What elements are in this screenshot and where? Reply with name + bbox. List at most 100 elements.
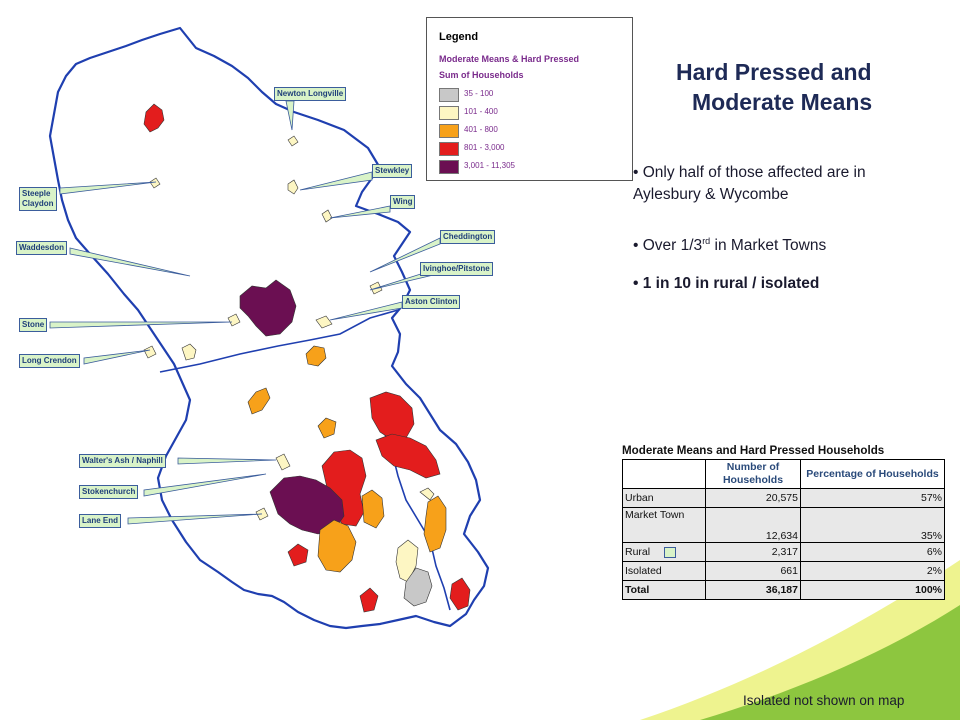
- rural-swatch-icon: [664, 546, 677, 558]
- bullet-item-1: • Only half of those affected are in Ayl…: [633, 162, 866, 206]
- row-percentage: 100%: [800, 580, 945, 600]
- bullet-2-post: in Market Towns: [710, 237, 827, 255]
- settlement-area: [305, 345, 327, 367]
- row-label: Isolated: [622, 561, 706, 581]
- callout-steeple-claydon-line2: Claydon: [22, 199, 54, 208]
- legend-swatch: [439, 160, 459, 174]
- settlement-area: [239, 279, 297, 337]
- settlement-area: [287, 543, 309, 567]
- legend-class-label: 35 - 100: [464, 89, 494, 98]
- footnote: Isolated not shown on map: [743, 693, 905, 708]
- settlement-area: [269, 475, 345, 535]
- district-boundary: [159, 309, 399, 373]
- settlement-area: [449, 577, 471, 611]
- table-row: Urban 20,575 57%: [622, 488, 945, 508]
- legend-class-label: 3,001 - 11,305: [464, 161, 516, 170]
- callout-walters-ash-naphill: Walter's Ash / Naphill: [79, 454, 166, 468]
- settlement-area: [403, 567, 433, 607]
- row-label: Urban: [622, 488, 706, 508]
- slide-title-line1: Hard Pressed and: [676, 59, 872, 85]
- legend-class-label: 401 - 800: [464, 125, 498, 134]
- map-legend: Legend Moderate Means & Hard Pressed Sum…: [426, 17, 633, 181]
- bullet-item-3: • 1 in 10 in rural / isolated: [633, 273, 819, 295]
- callout-leaders: [49, 100, 447, 525]
- table-total-row: Total 36,187 100%: [622, 580, 945, 600]
- row-label: Market Town: [622, 507, 706, 543]
- legend-swatch: [439, 106, 459, 120]
- row-label: Total: [622, 580, 706, 600]
- callout-ivinghoe-pitstone: Ivinghoe/Pitstone: [420, 262, 493, 276]
- row-label-rural: Rural: [622, 542, 706, 562]
- bullet-1-line1: • Only half of those affected are in: [633, 164, 866, 181]
- callout-wing: Wing: [390, 195, 416, 209]
- table-header-percentage: Percentage of Households: [800, 459, 945, 489]
- settlement-area: [143, 345, 157, 359]
- callout-steeple-claydon-line1: Steeple: [22, 189, 51, 198]
- callout-steeple-claydon: Steeple Claydon: [19, 187, 57, 211]
- households-table: Moderate Means and Hard Pressed Househol…: [622, 444, 946, 600]
- settlement-area: [227, 313, 241, 327]
- settlement-area: [315, 315, 333, 329]
- decorative-swoosh-green: [700, 605, 960, 720]
- table-row: Isolated 661 2%: [622, 561, 945, 581]
- settlement-area: [375, 433, 441, 479]
- slide-title: Hard Pressed and Moderate Means: [676, 57, 872, 117]
- callout-cheddington: Cheddington: [440, 230, 496, 244]
- callout-long-crendon: Long Crendon: [19, 354, 80, 368]
- settlement-area: [149, 177, 161, 189]
- data-table: Number of Households Percentage of House…: [622, 459, 945, 600]
- settlement-area: [369, 391, 415, 441]
- table-header-blank: [622, 459, 706, 489]
- row-percentage: 2%: [800, 561, 945, 581]
- callout-stone: Stone: [19, 318, 48, 332]
- row-households: 2,317: [705, 542, 801, 562]
- row-percentage: 6%: [800, 542, 945, 562]
- legend-swatch: [439, 88, 459, 102]
- settlement-area: [321, 209, 333, 223]
- row-label: Rural: [625, 546, 651, 558]
- legend-class-label: 801 - 3,000: [464, 143, 505, 152]
- settlement-area: [423, 495, 447, 553]
- settlement-area: [247, 387, 271, 415]
- callout-lane-end: Lane End: [79, 514, 122, 528]
- table-row: Market Town 12,634 35%: [622, 507, 945, 543]
- legend-field: Sum of Households: [439, 70, 524, 80]
- legend-class-label: 101 - 400: [464, 107, 498, 116]
- settlement-area: [143, 103, 165, 133]
- county-boundary: [48, 26, 490, 630]
- callout-stokenchurch: Stokenchurch: [79, 485, 139, 499]
- table-header-row: Number of Households Percentage of House…: [622, 459, 945, 489]
- row-households: 20,575: [705, 488, 801, 508]
- legend-swatch: [439, 124, 459, 138]
- bullet-item-2: • Over 1/3rd in Market Towns: [633, 230, 826, 257]
- row-percentage: 35%: [800, 507, 945, 543]
- settlement-area: [287, 135, 299, 147]
- row-percentage: 57%: [800, 488, 945, 508]
- callout-stewkley: Stewkley: [372, 164, 413, 178]
- settlement-area: [287, 179, 299, 195]
- settlement-area: [181, 343, 197, 361]
- bullet-2-pre: • Over 1/3: [633, 237, 703, 255]
- settlement-area: [275, 453, 291, 471]
- bullet-1-line2: Aylesbury & Wycombe: [633, 186, 789, 203]
- legend-subtitle: Moderate Means & Hard Pressed: [439, 54, 580, 64]
- slide-title-line2: Moderate Means: [692, 89, 873, 115]
- callout-newton-longville: Newton Longville: [274, 87, 347, 101]
- settlement-area: [317, 417, 337, 439]
- table-row: Rural 2,317 6%: [622, 542, 945, 562]
- settlement-area: [419, 487, 435, 501]
- bullet-2-sup: rd: [702, 236, 711, 246]
- bullet-3-text: • 1 in 10 in rural / isolated: [633, 275, 820, 292]
- table-header-households: Number of Households: [705, 459, 801, 489]
- row-households: 661: [705, 561, 801, 581]
- callout-aston-clinton: Aston Clinton: [402, 295, 461, 309]
- legend-title: Legend: [439, 31, 479, 43]
- table-title: Moderate Means and Hard Pressed Househol…: [622, 444, 885, 457]
- settlement-area: [317, 519, 357, 573]
- callout-waddesdon: Waddesdon: [16, 241, 68, 255]
- row-households: 36,187: [705, 580, 801, 600]
- settlement-area: [359, 587, 379, 613]
- settlement-area: [361, 489, 385, 529]
- row-households: 12,634: [705, 507, 801, 543]
